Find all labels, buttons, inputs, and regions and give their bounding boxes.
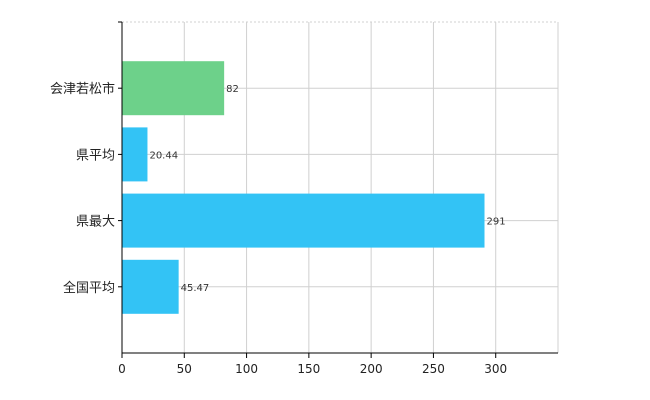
x-tick-label: 300 [484, 362, 507, 376]
data-label: 20.44 [149, 150, 178, 161]
x-tick-label: 250 [422, 362, 445, 376]
x-tick-label: 100 [235, 362, 258, 376]
category-label: 県最大 [76, 215, 115, 230]
x-tick-label: 150 [297, 362, 320, 376]
x-tick-label: 50 [177, 362, 192, 376]
data-labels: 82 20.44 291 45.47 [149, 84, 505, 294]
category-label: 全国平均 [63, 280, 115, 296]
x-tick-label: 0 [118, 362, 126, 376]
bar [122, 193, 485, 248]
data-label: 45.47 [181, 283, 210, 294]
bars [122, 61, 485, 314]
x-tick-label: 200 [360, 362, 383, 376]
category-label: 会津若松市 [50, 81, 115, 97]
data-label: 291 [487, 217, 506, 228]
bar [122, 61, 225, 116]
bar [122, 127, 148, 182]
category-label: 県平均 [76, 148, 115, 163]
data-label: 82 [226, 84, 239, 95]
bar [122, 259, 179, 314]
